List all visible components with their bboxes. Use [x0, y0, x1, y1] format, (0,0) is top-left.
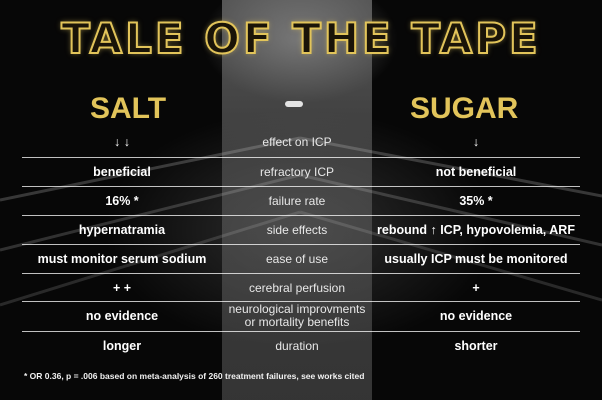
salt-value: must monitor serum sodium [37, 252, 207, 266]
row-divider [22, 273, 580, 274]
criterion-label: neurological improvments or mortality be… [228, 302, 366, 329]
salt-value: no evidence [85, 309, 159, 323]
salt-column-heading: SALT [90, 92, 167, 125]
sugar-value: usually ICP must be monitored [384, 252, 568, 266]
slide-title: TALE OF THE TAPE [60, 13, 541, 64]
salt-value: beneficial [93, 165, 151, 179]
table-row-duration: longer duration shorter [22, 332, 580, 361]
sugar-value: not beneficial [435, 165, 517, 179]
table-row-effect-on-icp: ↓ ↓ effect on ICP ↓ [22, 128, 580, 157]
criterion-label: cerebral perfusion [248, 281, 346, 295]
criterion-label: ease of use [265, 252, 329, 266]
row-divider [22, 331, 580, 332]
sugar-value: 35% * [459, 194, 493, 208]
spotlight-column [222, 0, 372, 400]
criterion-label: failure rate [268, 194, 326, 208]
table-row-ease-of-use: must monitor serum sodium ease of use us… [22, 245, 580, 274]
table-row-side-effects: hypernatramia side effects rebound ↑ ICP… [22, 216, 580, 245]
criterion-label: duration [275, 339, 319, 353]
row-divider [22, 186, 580, 187]
table-row-refractory-icp: beneficial refractory ICP not beneficial [22, 158, 580, 187]
salt-value: 16% * [105, 194, 139, 208]
row-divider [22, 244, 580, 245]
row-divider [22, 157, 580, 158]
table-row-neurological-benefits: no evidence neurological improvments or … [22, 302, 580, 331]
row-divider [22, 301, 580, 302]
salt-value: longer [102, 339, 142, 353]
salt-value: + + [112, 281, 132, 295]
sugar-value: shorter [454, 339, 498, 353]
sugar-value: no evidence [439, 309, 513, 323]
sugar-value: rebound ↑ ICP, hypovolemia, ARF [377, 223, 575, 237]
sugar-column-heading: SUGAR [410, 92, 519, 125]
row-divider [22, 215, 580, 216]
table-row-failure-rate: 16% * failure rate 35% * [22, 187, 580, 216]
criterion-label: effect on ICP [262, 135, 332, 149]
footnote: * OR 0.36, p = .006 based on meta-analys… [24, 371, 365, 381]
criterion-label: side effects [266, 223, 328, 237]
salt-value: hypernatramia [78, 223, 166, 237]
criterion-label: refractory ICP [259, 165, 334, 179]
sugar-value: ↓ [472, 135, 480, 149]
salt-value: ↓ ↓ [114, 135, 130, 149]
table-row-cerebral-perfusion: + + cerebral perfusion + [22, 274, 580, 303]
sugar-value: + [472, 281, 480, 295]
